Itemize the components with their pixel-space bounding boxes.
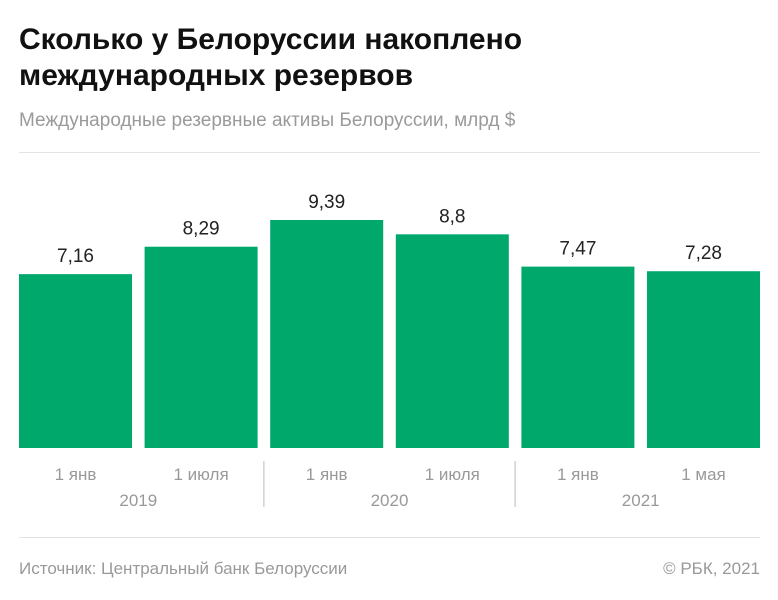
source-note: Источник: Центральный банк Белоруссии <box>19 559 348 578</box>
divider <box>19 152 760 153</box>
data-label: 7,47 <box>559 239 596 260</box>
chart-title: Сколько у Белоруссии накоплено междунаро… <box>19 23 523 92</box>
bar <box>144 246 258 448</box>
data-label: 8,29 <box>183 219 220 240</box>
divider <box>19 537 760 538</box>
bar <box>521 266 635 448</box>
year-label: 2021 <box>622 491 660 510</box>
bar <box>19 274 132 448</box>
x-tick-label: 1 июля <box>174 465 229 484</box>
data-label: 7,16 <box>57 246 94 267</box>
data-label: 8,8 <box>439 206 465 227</box>
bar-chart: 7,16 1 янв 8,29 1 июля 9,39 1 янв 8,8 1 июля 7,4… <box>19 192 760 510</box>
year-label: 2020 <box>371 491 409 510</box>
copyright: © РБК, 2021 <box>663 559 760 578</box>
year-label: 2019 <box>119 491 157 510</box>
data-label: 9,39 <box>308 192 345 213</box>
chart-subtitle: Международные резервные активы Белорусси… <box>19 110 516 131</box>
x-tick-label: 1 янв <box>557 465 599 484</box>
data-label: 7,28 <box>685 243 722 264</box>
x-tick-label: 1 янв <box>55 465 97 484</box>
bar <box>395 234 509 448</box>
bar <box>647 271 760 448</box>
x-tick-label: 1 мая <box>681 465 726 484</box>
x-tick-label: 1 июля <box>425 465 480 484</box>
x-tick-label: 1 янв <box>306 465 348 484</box>
bar <box>270 220 384 448</box>
